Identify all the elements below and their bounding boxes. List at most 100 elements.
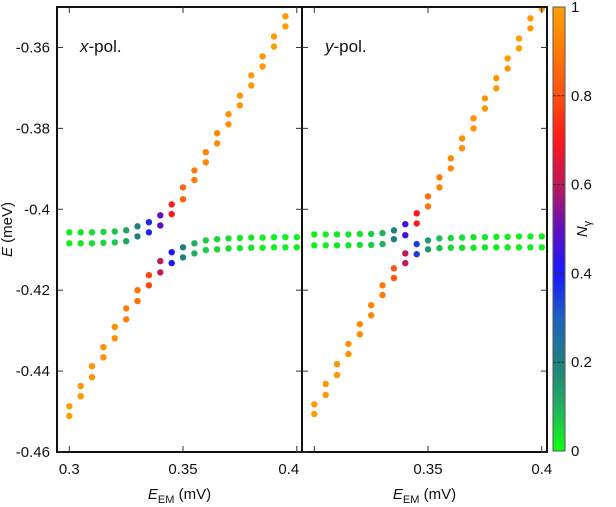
data-point xyxy=(413,251,420,258)
data-point xyxy=(259,234,266,241)
y-tick-label: -0.46 xyxy=(16,444,50,461)
data-point xyxy=(248,234,255,241)
data-point xyxy=(236,92,244,99)
data-point xyxy=(481,244,489,251)
data-point xyxy=(282,244,289,251)
panels: 0.3 0.35 0.4 -0.36 -0.38 -0.4 -0.42 -0.44 -0.46 x… xyxy=(0,6,552,506)
y-tick-label: -0.44 xyxy=(16,363,50,380)
data-point xyxy=(322,391,329,399)
data-point xyxy=(333,231,341,238)
data-point xyxy=(345,350,352,358)
data-point xyxy=(191,240,198,247)
data-point xyxy=(213,130,221,137)
data-point xyxy=(356,321,363,328)
data-point xyxy=(379,282,386,289)
colorbar-tick-label: 0.8 xyxy=(571,88,592,105)
data-point xyxy=(470,244,477,251)
colorbar-tick-label: 0.4 xyxy=(571,265,592,282)
data-point xyxy=(248,82,255,89)
data-point xyxy=(259,63,266,70)
data-point xyxy=(436,174,443,181)
y-tick-label: -0.4 xyxy=(24,201,50,218)
data-point xyxy=(111,239,119,246)
data-point xyxy=(179,254,187,261)
data-point xyxy=(527,244,534,251)
data-point xyxy=(100,228,107,236)
panel-x-pol: 0.3 0.35 0.4 -0.36 -0.38 -0.4 -0.42 -0.44 -0.46 x… xyxy=(16,6,303,506)
plot-frame xyxy=(56,6,303,453)
data-point xyxy=(66,412,73,420)
data-point xyxy=(458,234,466,241)
data-point xyxy=(157,269,164,276)
data-point xyxy=(202,237,209,244)
data-point xyxy=(88,240,96,247)
data-point xyxy=(259,53,266,60)
data-point xyxy=(77,382,84,390)
data-point xyxy=(191,167,198,174)
data-point xyxy=(470,234,477,241)
data-point xyxy=(333,361,341,368)
data-point xyxy=(345,231,352,238)
data-point xyxy=(145,282,153,289)
y-axis-label: E (meV) xyxy=(0,202,16,257)
data-point xyxy=(458,145,466,152)
data-point xyxy=(157,257,164,265)
x-tick-label: 0.4 xyxy=(531,461,552,478)
data-point xyxy=(390,274,398,282)
data-point xyxy=(270,234,278,241)
data-point xyxy=(504,65,511,72)
data-point xyxy=(213,140,221,147)
data-point xyxy=(356,331,363,338)
data-point xyxy=(379,229,386,237)
data-point xyxy=(413,240,420,248)
data-point xyxy=(236,102,244,109)
data-point xyxy=(527,15,534,22)
data-point xyxy=(293,244,300,251)
data-point xyxy=(168,210,175,218)
colorbar-tick-label: 0 xyxy=(571,443,579,460)
data-point xyxy=(458,244,466,251)
data-point xyxy=(458,135,466,142)
data-point xyxy=(447,155,454,162)
data-point xyxy=(413,210,420,217)
y-tick-label: -0.42 xyxy=(16,282,50,299)
x-tick-label: 0.4 xyxy=(278,461,299,478)
data-point xyxy=(225,111,232,118)
data-point xyxy=(504,244,511,251)
data-point xyxy=(515,233,523,240)
data-point xyxy=(322,231,329,238)
data-point xyxy=(168,259,175,267)
data-point xyxy=(282,13,289,20)
data-point xyxy=(390,227,398,234)
data-point xyxy=(134,287,141,294)
data-point xyxy=(402,221,409,228)
data-point xyxy=(202,159,209,166)
data-point xyxy=(493,244,500,251)
data-point xyxy=(527,233,534,240)
data-point xyxy=(270,244,278,251)
panel-label: y-pol. xyxy=(324,37,367,56)
data-point xyxy=(202,246,209,254)
data-point xyxy=(493,233,500,240)
data-point xyxy=(179,244,187,251)
data-point xyxy=(333,371,341,379)
data-point xyxy=(100,344,107,351)
colorbar-tick-label: 0.2 xyxy=(571,354,592,371)
data-point xyxy=(145,272,153,279)
data-point xyxy=(134,233,141,240)
data-point xyxy=(77,240,84,247)
data-point xyxy=(368,241,375,249)
data-point xyxy=(123,227,130,234)
data-point xyxy=(157,222,164,229)
data-point xyxy=(368,312,375,319)
data-point xyxy=(88,374,96,381)
data-point xyxy=(157,212,164,219)
data-point xyxy=(447,165,454,172)
data-point xyxy=(470,125,477,132)
data-point xyxy=(111,335,119,342)
data-point xyxy=(470,115,477,122)
data-point xyxy=(100,354,107,361)
x-tick-label: 0.3 xyxy=(59,461,80,478)
data-point xyxy=(236,244,244,252)
data-point xyxy=(311,231,318,238)
